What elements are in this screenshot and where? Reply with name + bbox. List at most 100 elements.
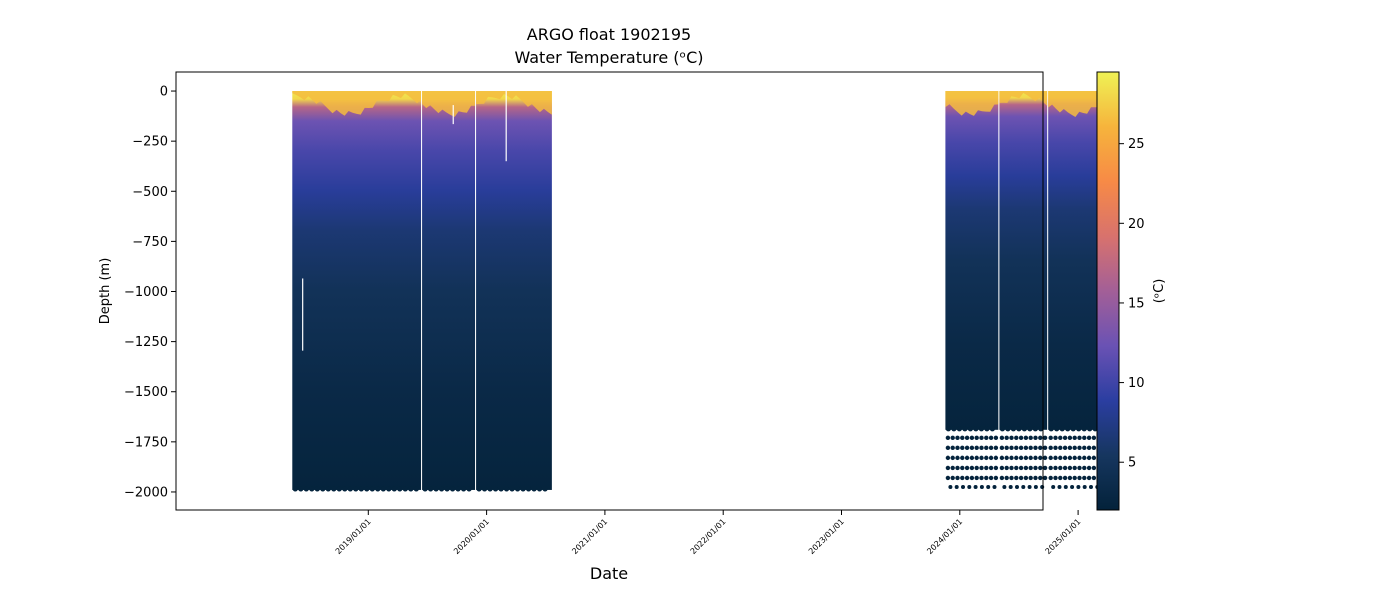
profile-bottom-point bbox=[1059, 426, 1065, 432]
deep-sample-point bbox=[964, 435, 970, 441]
deep-sample-point bbox=[1018, 465, 1024, 471]
deep-sample-point bbox=[1067, 465, 1073, 471]
profile-bottom-point bbox=[408, 486, 414, 492]
colorbar-tick-label: 25 bbox=[1128, 137, 1145, 152]
profile-bottom-point bbox=[978, 426, 984, 432]
y-tick-label: −500 bbox=[132, 185, 168, 200]
deep-sample-point bbox=[1086, 455, 1092, 461]
deep-sample-point bbox=[1014, 455, 1019, 461]
profile-bottom-point bbox=[989, 426, 995, 432]
profile-bottom-point bbox=[1065, 426, 1071, 432]
deep-sample-point bbox=[993, 435, 999, 441]
deep-sample-point bbox=[1077, 455, 1082, 461]
deep-sample-point bbox=[1082, 455, 1087, 461]
deep-sample-point bbox=[1076, 484, 1081, 489]
deep-sample-point bbox=[1086, 465, 1092, 471]
deep-sample-point bbox=[1018, 435, 1024, 441]
deep-sample-point bbox=[1082, 465, 1087, 471]
profile-bottom-point bbox=[1005, 426, 1011, 432]
deep-sample-point bbox=[1062, 465, 1068, 471]
deep-sample-point bbox=[1004, 445, 1009, 451]
deep-sample-point bbox=[1051, 484, 1056, 489]
deep-sample-point bbox=[1082, 445, 1087, 451]
profile-segment bbox=[476, 91, 552, 492]
profile-bottom-point bbox=[438, 486, 445, 492]
deep-sample-point bbox=[1033, 484, 1038, 489]
surface-warm-layer bbox=[292, 91, 422, 116]
profile-bottom-point bbox=[542, 486, 548, 492]
profile-bottom-point bbox=[956, 426, 962, 432]
deep-sample-point bbox=[974, 475, 979, 481]
deep-sample-point bbox=[1021, 484, 1026, 489]
profile-bottom-point bbox=[314, 486, 320, 492]
profile-bottom-point bbox=[525, 486, 532, 492]
profile-bottom-point bbox=[481, 486, 488, 492]
deep-sample-point bbox=[954, 484, 959, 489]
deep-sample-point bbox=[955, 465, 960, 471]
deep-sample-point bbox=[1091, 445, 1097, 451]
deep-sample-point bbox=[1038, 455, 1043, 461]
deep-sample-point bbox=[1091, 435, 1097, 441]
deep-sample-point bbox=[964, 445, 970, 451]
profile-bottom-point bbox=[1054, 426, 1060, 432]
deep-sample-point bbox=[1014, 475, 1019, 481]
deep-sample-point bbox=[950, 445, 955, 451]
y-axis: 0 −250 −500 −750 −1000 −1250 −1500 −1750 −2000 bbox=[124, 85, 176, 500]
deep-sample-point bbox=[1072, 475, 1077, 481]
profile-bottom-point bbox=[1010, 426, 1016, 432]
deep-sample-point bbox=[979, 475, 984, 481]
deep-sample-point bbox=[945, 445, 951, 451]
x-tick-label: 2024/01/01 bbox=[925, 517, 964, 556]
x-tick-label: 2020/01/01 bbox=[452, 517, 491, 556]
temperature-band bbox=[422, 91, 476, 490]
profile-bottom-point bbox=[353, 486, 359, 492]
deep-sample-point bbox=[979, 445, 984, 451]
deep-sample-point bbox=[1053, 455, 1058, 461]
deep-sample-point bbox=[1053, 445, 1058, 451]
deep-sample-point bbox=[974, 435, 979, 441]
profile-bottom-point bbox=[386, 486, 392, 492]
profile-bottom-point bbox=[1032, 426, 1038, 432]
profile-bottom-point bbox=[492, 486, 499, 492]
profile-bottom-point bbox=[391, 486, 397, 492]
profile-bottom-point bbox=[375, 486, 381, 492]
y-tick-label: −750 bbox=[132, 235, 168, 250]
deep-sample-point bbox=[1004, 455, 1009, 461]
deep-sample-point bbox=[1077, 445, 1082, 451]
deep-sample-point bbox=[964, 475, 970, 481]
temperature-band bbox=[292, 91, 422, 490]
deep-sample-point bbox=[1048, 465, 1053, 471]
deep-sample-point bbox=[960, 484, 965, 489]
deep-sample-point bbox=[1058, 475, 1063, 481]
profile-bottom-point bbox=[455, 486, 461, 492]
y-tick-label: −1500 bbox=[124, 385, 168, 400]
profile-bottom-point bbox=[325, 486, 331, 492]
profile-bottom-point bbox=[380, 486, 386, 492]
y-tick-label: −250 bbox=[132, 135, 168, 150]
profile-bottom-point bbox=[364, 486, 370, 492]
deep-sample-point bbox=[967, 484, 972, 489]
deep-sample-point bbox=[1091, 475, 1097, 481]
deep-sample-point bbox=[1028, 475, 1033, 481]
profile-bottom-point bbox=[460, 486, 467, 492]
profile-bottom-point bbox=[1087, 426, 1093, 432]
deep-sample-point bbox=[1062, 435, 1068, 441]
y-tick-label: −1750 bbox=[124, 435, 168, 450]
deep-sample-point bbox=[999, 435, 1005, 441]
deep-sample-point bbox=[992, 484, 997, 489]
deep-sample-point bbox=[993, 445, 999, 451]
profile-bottom-point bbox=[967, 426, 973, 432]
deep-sample-point bbox=[1086, 435, 1092, 441]
deep-sample-point bbox=[1033, 455, 1038, 461]
deep-sample-point bbox=[1070, 484, 1075, 489]
deep-sample-point bbox=[969, 465, 975, 471]
x-tick-label: 2019/01/01 bbox=[334, 517, 373, 556]
profile-bottom-point bbox=[449, 486, 456, 492]
x-tick-label: 2022/01/01 bbox=[689, 517, 728, 556]
profile-bottom-point bbox=[514, 486, 521, 492]
deep-sample-point bbox=[1014, 435, 1019, 441]
deep-sample-point bbox=[960, 435, 965, 441]
deep-sample-point bbox=[969, 435, 975, 441]
profile-bottom-point bbox=[1092, 426, 1098, 432]
deep-sample-point bbox=[993, 465, 999, 471]
